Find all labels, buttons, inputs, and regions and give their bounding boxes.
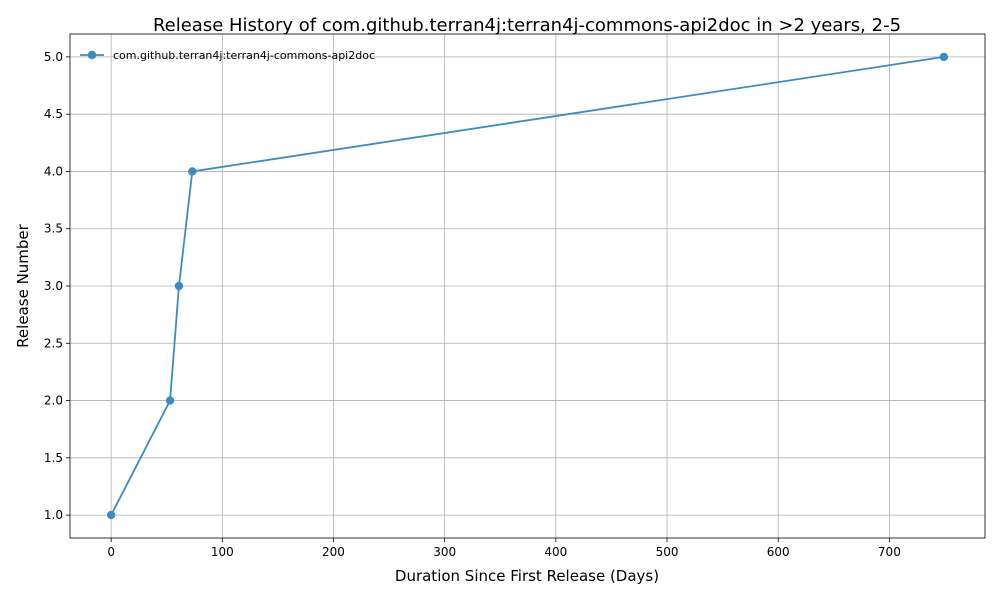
x-axis-ticks: 0 100 200 300 400 500 600 700 [107, 538, 901, 559]
x-tick-label: 700 [878, 545, 901, 559]
y-tick-label: 4.0 [44, 164, 63, 178]
y-tick-label: 1.0 [44, 508, 63, 522]
x-tick-label: 600 [767, 545, 790, 559]
legend-point-marker [87, 50, 97, 60]
y-tick-label: 2.5 [44, 336, 63, 350]
legend-label: com.github.terran4j:terran4j-commons-api… [113, 49, 375, 62]
series-layer [106, 52, 949, 520]
plot-area-frame [69, 33, 986, 539]
data-point [939, 52, 949, 62]
x-tick-label: 0 [107, 545, 115, 559]
y-tick-label: 3.5 [44, 222, 63, 236]
data-point [165, 396, 175, 405]
data-point [188, 167, 197, 176]
y-axis-label: Release Number [14, 223, 32, 347]
x-tick-label: 200 [322, 545, 345, 559]
y-axis-ticks: 1.0 1.5 2.0 2.5 3.0 3.5 4.0 4.5 5.0 [44, 50, 70, 522]
legend: com.github.terran4j:terran4j-commons-api… [80, 49, 375, 62]
x-axis-label: Duration Since First Release (Days) [395, 567, 659, 585]
data-point [106, 510, 116, 520]
x-tick-label: 500 [656, 545, 679, 559]
x-tick-label: 400 [544, 545, 567, 559]
x-tick-label: 100 [211, 545, 234, 559]
y-tick-label: 1.5 [44, 451, 63, 465]
y-tick-label: 2.0 [44, 394, 63, 408]
y-tick-label: 3.0 [44, 279, 63, 293]
x-tick-label: 300 [433, 545, 456, 559]
chart-title: Release History of com.github.terran4j:t… [153, 15, 901, 36]
y-tick-label: 5.0 [44, 50, 63, 64]
grid [70, 34, 985, 538]
data-point [174, 281, 184, 291]
y-tick-label: 4.5 [44, 107, 63, 121]
